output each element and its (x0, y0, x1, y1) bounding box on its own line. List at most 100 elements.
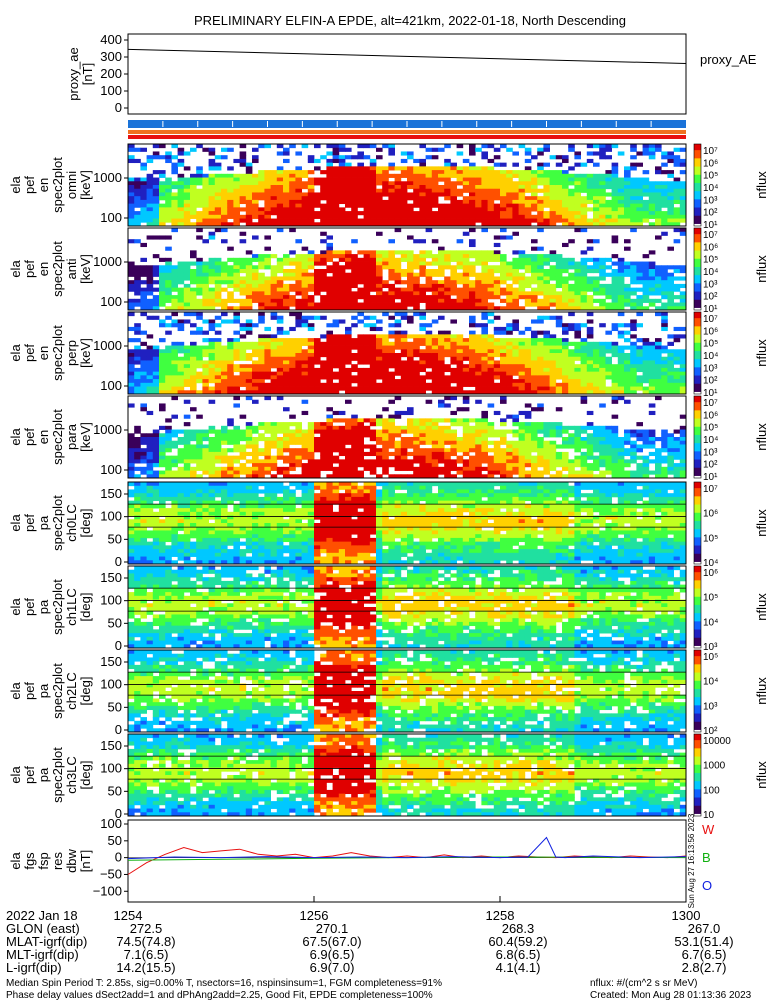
heatmap-cell (562, 287, 569, 292)
heatmap-cell (363, 177, 371, 182)
heatmap-cell (648, 214, 656, 219)
heatmap-cell (562, 196, 569, 201)
heatmap-cell (555, 265, 563, 270)
heatmap-cell (444, 162, 451, 167)
heatmap-cell (543, 341, 550, 346)
heatmap-cell (500, 207, 507, 212)
heatmap-cell (438, 367, 445, 373)
heatmap-cell (487, 360, 495, 365)
heatmap-cell (543, 177, 550, 182)
heatmap-cell (140, 269, 147, 274)
heatmap-cell (221, 177, 228, 182)
heatmap-cell (239, 298, 247, 303)
heatmap-cell (351, 254, 358, 259)
colorbar-cell (694, 248, 701, 252)
heatmap-cell (140, 437, 147, 442)
heatmap-cell (431, 390, 439, 395)
heatmap-cell (190, 214, 197, 219)
heatmap-cell (252, 158, 259, 164)
heatmap-cell (320, 440, 327, 445)
heatmap-cell (183, 422, 191, 427)
heatmap-cell (475, 261, 482, 266)
heatmap-cell (413, 364, 420, 369)
heatmap-cell (276, 287, 284, 292)
heatmap-cell (574, 151, 581, 156)
heatmap-cell (593, 386, 600, 391)
heatmap-cell (419, 177, 426, 182)
heatmap-cell (351, 222, 358, 227)
heatmap-cell (276, 276, 284, 281)
heatmap-cell (562, 364, 569, 369)
heatmap-cell (562, 207, 569, 212)
heatmap-cell (382, 283, 389, 289)
heatmap-cell (388, 345, 395, 350)
heatmap-cell (326, 382, 333, 387)
heatmap-cell (506, 298, 513, 303)
heatmap-cell (345, 345, 352, 350)
heatmap-cell (301, 371, 309, 376)
heatmap-cell (320, 218, 327, 223)
heatmap-cell (146, 207, 154, 212)
heatmap-cell (345, 280, 352, 285)
heatmap-cell (407, 265, 414, 270)
heatmap-cell (376, 474, 383, 479)
heatmap-cell (568, 192, 575, 197)
heatmap-cell (258, 375, 265, 380)
heatmap-cell (183, 349, 191, 354)
heatmap-cell (580, 188, 588, 193)
heatmap-cell (351, 199, 358, 205)
heatmap-cell (642, 353, 650, 358)
heatmap-cell (307, 360, 315, 365)
heatmap-cell (314, 448, 321, 453)
heatmap-cell (190, 280, 197, 285)
heatmap-cell (376, 170, 383, 175)
heatmap-cell (487, 287, 495, 292)
heatmap-cell (202, 448, 209, 453)
heatmap-cell (617, 323, 625, 328)
heatmap-cell (512, 386, 519, 391)
heatmap-cell (624, 211, 631, 216)
heatmap-cell (345, 399, 352, 404)
heatmap-cell (338, 144, 346, 149)
heatmap-cell (165, 379, 172, 384)
heatmap-cell (264, 207, 271, 212)
heatmap-cell (661, 151, 668, 156)
heatmap-cell (388, 269, 395, 274)
heatmap-cell (407, 375, 414, 380)
heatmap-cell (431, 218, 439, 223)
heatmap-cell (630, 334, 637, 339)
heatmap-cell (580, 283, 588, 289)
heatmap-cell (183, 214, 191, 219)
heatmap-cell (593, 192, 600, 197)
heatmap-cell (202, 437, 209, 442)
heatmap-cell (326, 250, 333, 255)
heatmap-cell (264, 173, 271, 178)
heatmap-cell (555, 214, 563, 219)
heatmap-cell (413, 188, 420, 193)
heatmap-cell (289, 276, 296, 281)
heatmap-cell (568, 382, 575, 387)
heatmap-cell (407, 196, 414, 201)
heatmap-cell (140, 390, 147, 395)
heatmap-cell (481, 257, 488, 262)
heatmap-cell (407, 422, 414, 427)
heatmap-cell (146, 177, 154, 182)
heatmap-cell (295, 298, 302, 303)
heatmap-cell (413, 440, 420, 445)
heatmap-cell (295, 218, 302, 223)
heatmap-cell (202, 192, 209, 197)
heatmap-cell (233, 158, 240, 164)
heatmap-cell (345, 433, 352, 438)
heatmap-cell (165, 315, 172, 320)
heatmap-cell (128, 379, 135, 384)
heatmap-cell (605, 349, 612, 354)
heatmap-cell (679, 199, 687, 205)
colorbar-cell (694, 146, 701, 149)
heatmap-cell (655, 287, 662, 292)
heatmap-cell (171, 375, 178, 380)
heatmap-cell (648, 203, 656, 208)
heatmap-cell (611, 188, 619, 193)
heatmap-cell (407, 280, 414, 285)
heatmap-cell (555, 170, 563, 175)
heatmap-cell (221, 451, 228, 457)
